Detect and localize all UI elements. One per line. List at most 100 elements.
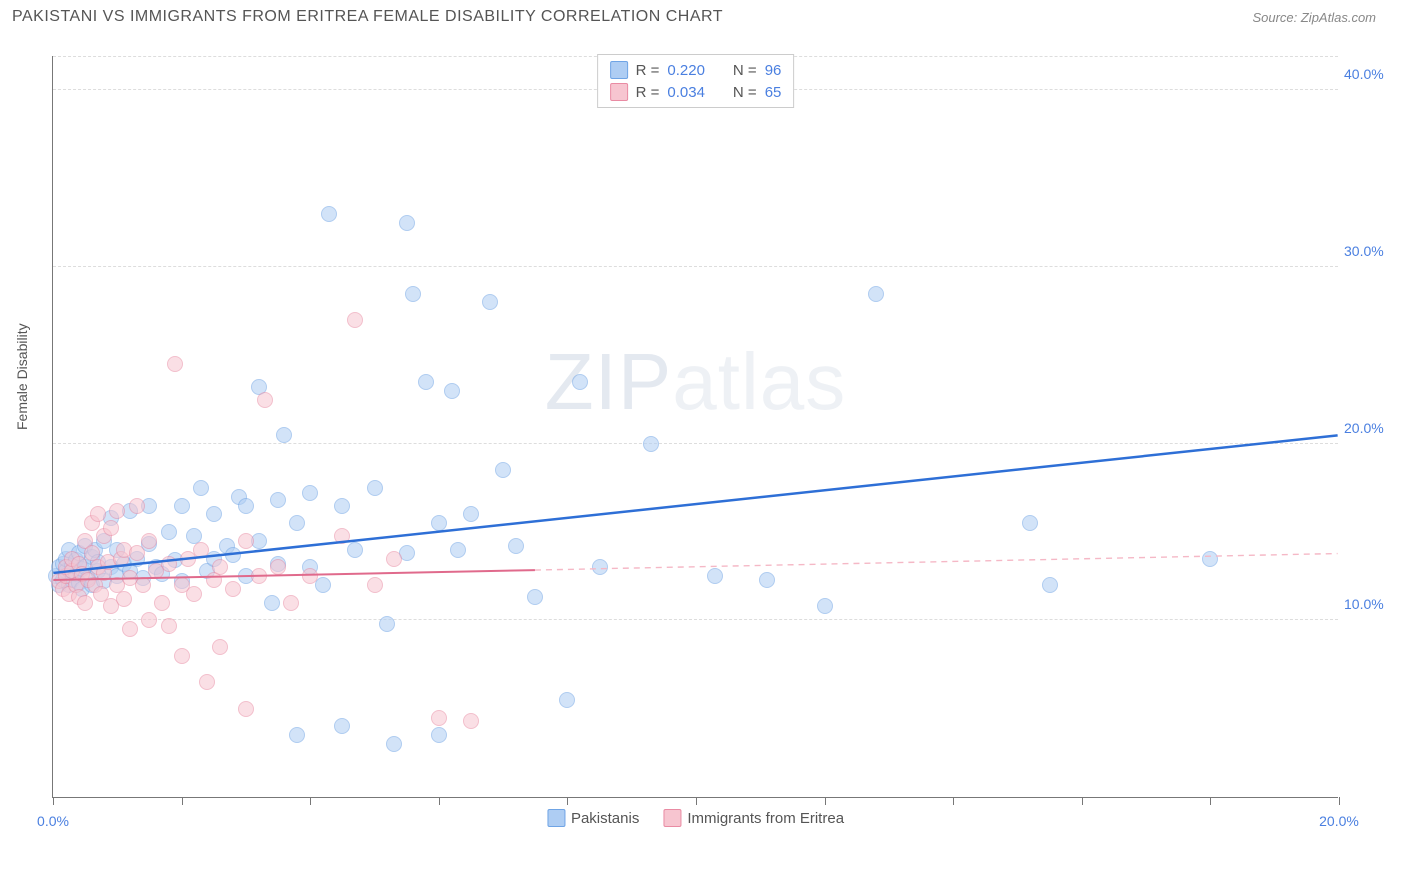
scatter-chart: ZIPatlas 10.0%20.0%30.0%40.0%0.0%20.0%R … [52, 56, 1338, 798]
legend-swatch [547, 809, 565, 827]
data-point [174, 498, 190, 514]
data-point [759, 572, 775, 588]
y-tick-label: 20.0% [1344, 420, 1404, 436]
data-point [386, 736, 402, 752]
data-point [347, 312, 363, 328]
data-point [707, 568, 723, 584]
legend-swatch [663, 809, 681, 827]
data-point [463, 506, 479, 522]
legend-r-value: 0.034 [667, 84, 705, 101]
y-tick-label: 40.0% [1344, 66, 1404, 82]
x-tick [182, 797, 183, 805]
data-point [1202, 551, 1218, 567]
data-point [572, 374, 588, 390]
source-attribution: Source: ZipAtlas.com [1252, 10, 1376, 25]
x-tick [1210, 797, 1211, 805]
data-point [418, 374, 434, 390]
data-point [212, 559, 228, 575]
data-point [527, 589, 543, 605]
legend-label: Pakistanis [571, 810, 639, 827]
data-point [186, 586, 202, 602]
data-point [1022, 515, 1038, 531]
data-point [334, 528, 350, 544]
legend-item: Immigrants from Eritrea [663, 809, 844, 827]
data-point [264, 595, 280, 611]
data-point [161, 556, 177, 572]
legend-swatch [610, 83, 628, 101]
x-tick [696, 797, 697, 805]
data-point [129, 545, 145, 561]
data-point [141, 533, 157, 549]
data-point [367, 577, 383, 593]
x-tick [1082, 797, 1083, 805]
data-point [257, 392, 273, 408]
data-point [122, 621, 138, 637]
data-point [817, 598, 833, 614]
data-point [251, 568, 267, 584]
data-point [193, 542, 209, 558]
data-point [334, 498, 350, 514]
legend-n-value: 96 [765, 62, 782, 79]
data-point [289, 515, 305, 531]
data-point [109, 503, 125, 519]
gridline [53, 443, 1338, 444]
data-point [141, 612, 157, 628]
data-point [161, 618, 177, 634]
legend-n-label: N = [733, 62, 757, 79]
data-point [270, 559, 286, 575]
legend-r-label: R = [636, 84, 660, 101]
x-tick [1339, 797, 1340, 805]
data-point [129, 498, 145, 514]
legend-r-label: R = [636, 62, 660, 79]
x-tick [953, 797, 954, 805]
data-point [276, 427, 292, 443]
legend-row: R =0.220N =96 [610, 59, 782, 81]
data-point [212, 639, 228, 655]
data-point [431, 515, 447, 531]
data-point [161, 524, 177, 540]
data-point [559, 692, 575, 708]
data-point [225, 581, 241, 597]
data-point [643, 436, 659, 452]
data-point [302, 568, 318, 584]
data-point [167, 356, 183, 372]
data-point [431, 727, 447, 743]
data-point [592, 559, 608, 575]
y-axis-label: Female Disability [14, 323, 30, 430]
x-tick [310, 797, 311, 805]
y-tick-label: 10.0% [1344, 596, 1404, 612]
legend-n-label: N = [733, 84, 757, 101]
data-point [116, 591, 132, 607]
data-point [386, 551, 402, 567]
series-legend: Pakistanis Immigrants from Eritrea [547, 809, 844, 827]
data-point [270, 492, 286, 508]
data-point [289, 727, 305, 743]
data-point [238, 533, 254, 549]
data-point [482, 294, 498, 310]
data-point [103, 520, 119, 536]
title-bar: PAKISTANI VS IMMIGRANTS FROM ERITREA FEM… [0, 0, 1406, 30]
data-point [199, 674, 215, 690]
data-point [193, 480, 209, 496]
data-point [450, 542, 466, 558]
data-point [367, 480, 383, 496]
data-point [225, 547, 241, 563]
x-tick-label: 0.0% [37, 813, 69, 829]
x-tick [439, 797, 440, 805]
data-point [431, 710, 447, 726]
data-point [1042, 577, 1058, 593]
chart-title: PAKISTANI VS IMMIGRANTS FROM ERITREA FEM… [12, 8, 723, 26]
legend-item: Pakistanis [547, 809, 639, 827]
legend-n-value: 65 [765, 84, 782, 101]
correlation-legend: R =0.220N =96R =0.034N =65 [597, 54, 795, 108]
data-point [238, 498, 254, 514]
legend-swatch [610, 61, 628, 79]
gridline [53, 619, 1338, 620]
data-point [321, 206, 337, 222]
gridline [53, 266, 1338, 267]
x-tick [53, 797, 54, 805]
data-point [77, 595, 93, 611]
x-tick [567, 797, 568, 805]
data-point [135, 577, 151, 593]
data-point [206, 506, 222, 522]
